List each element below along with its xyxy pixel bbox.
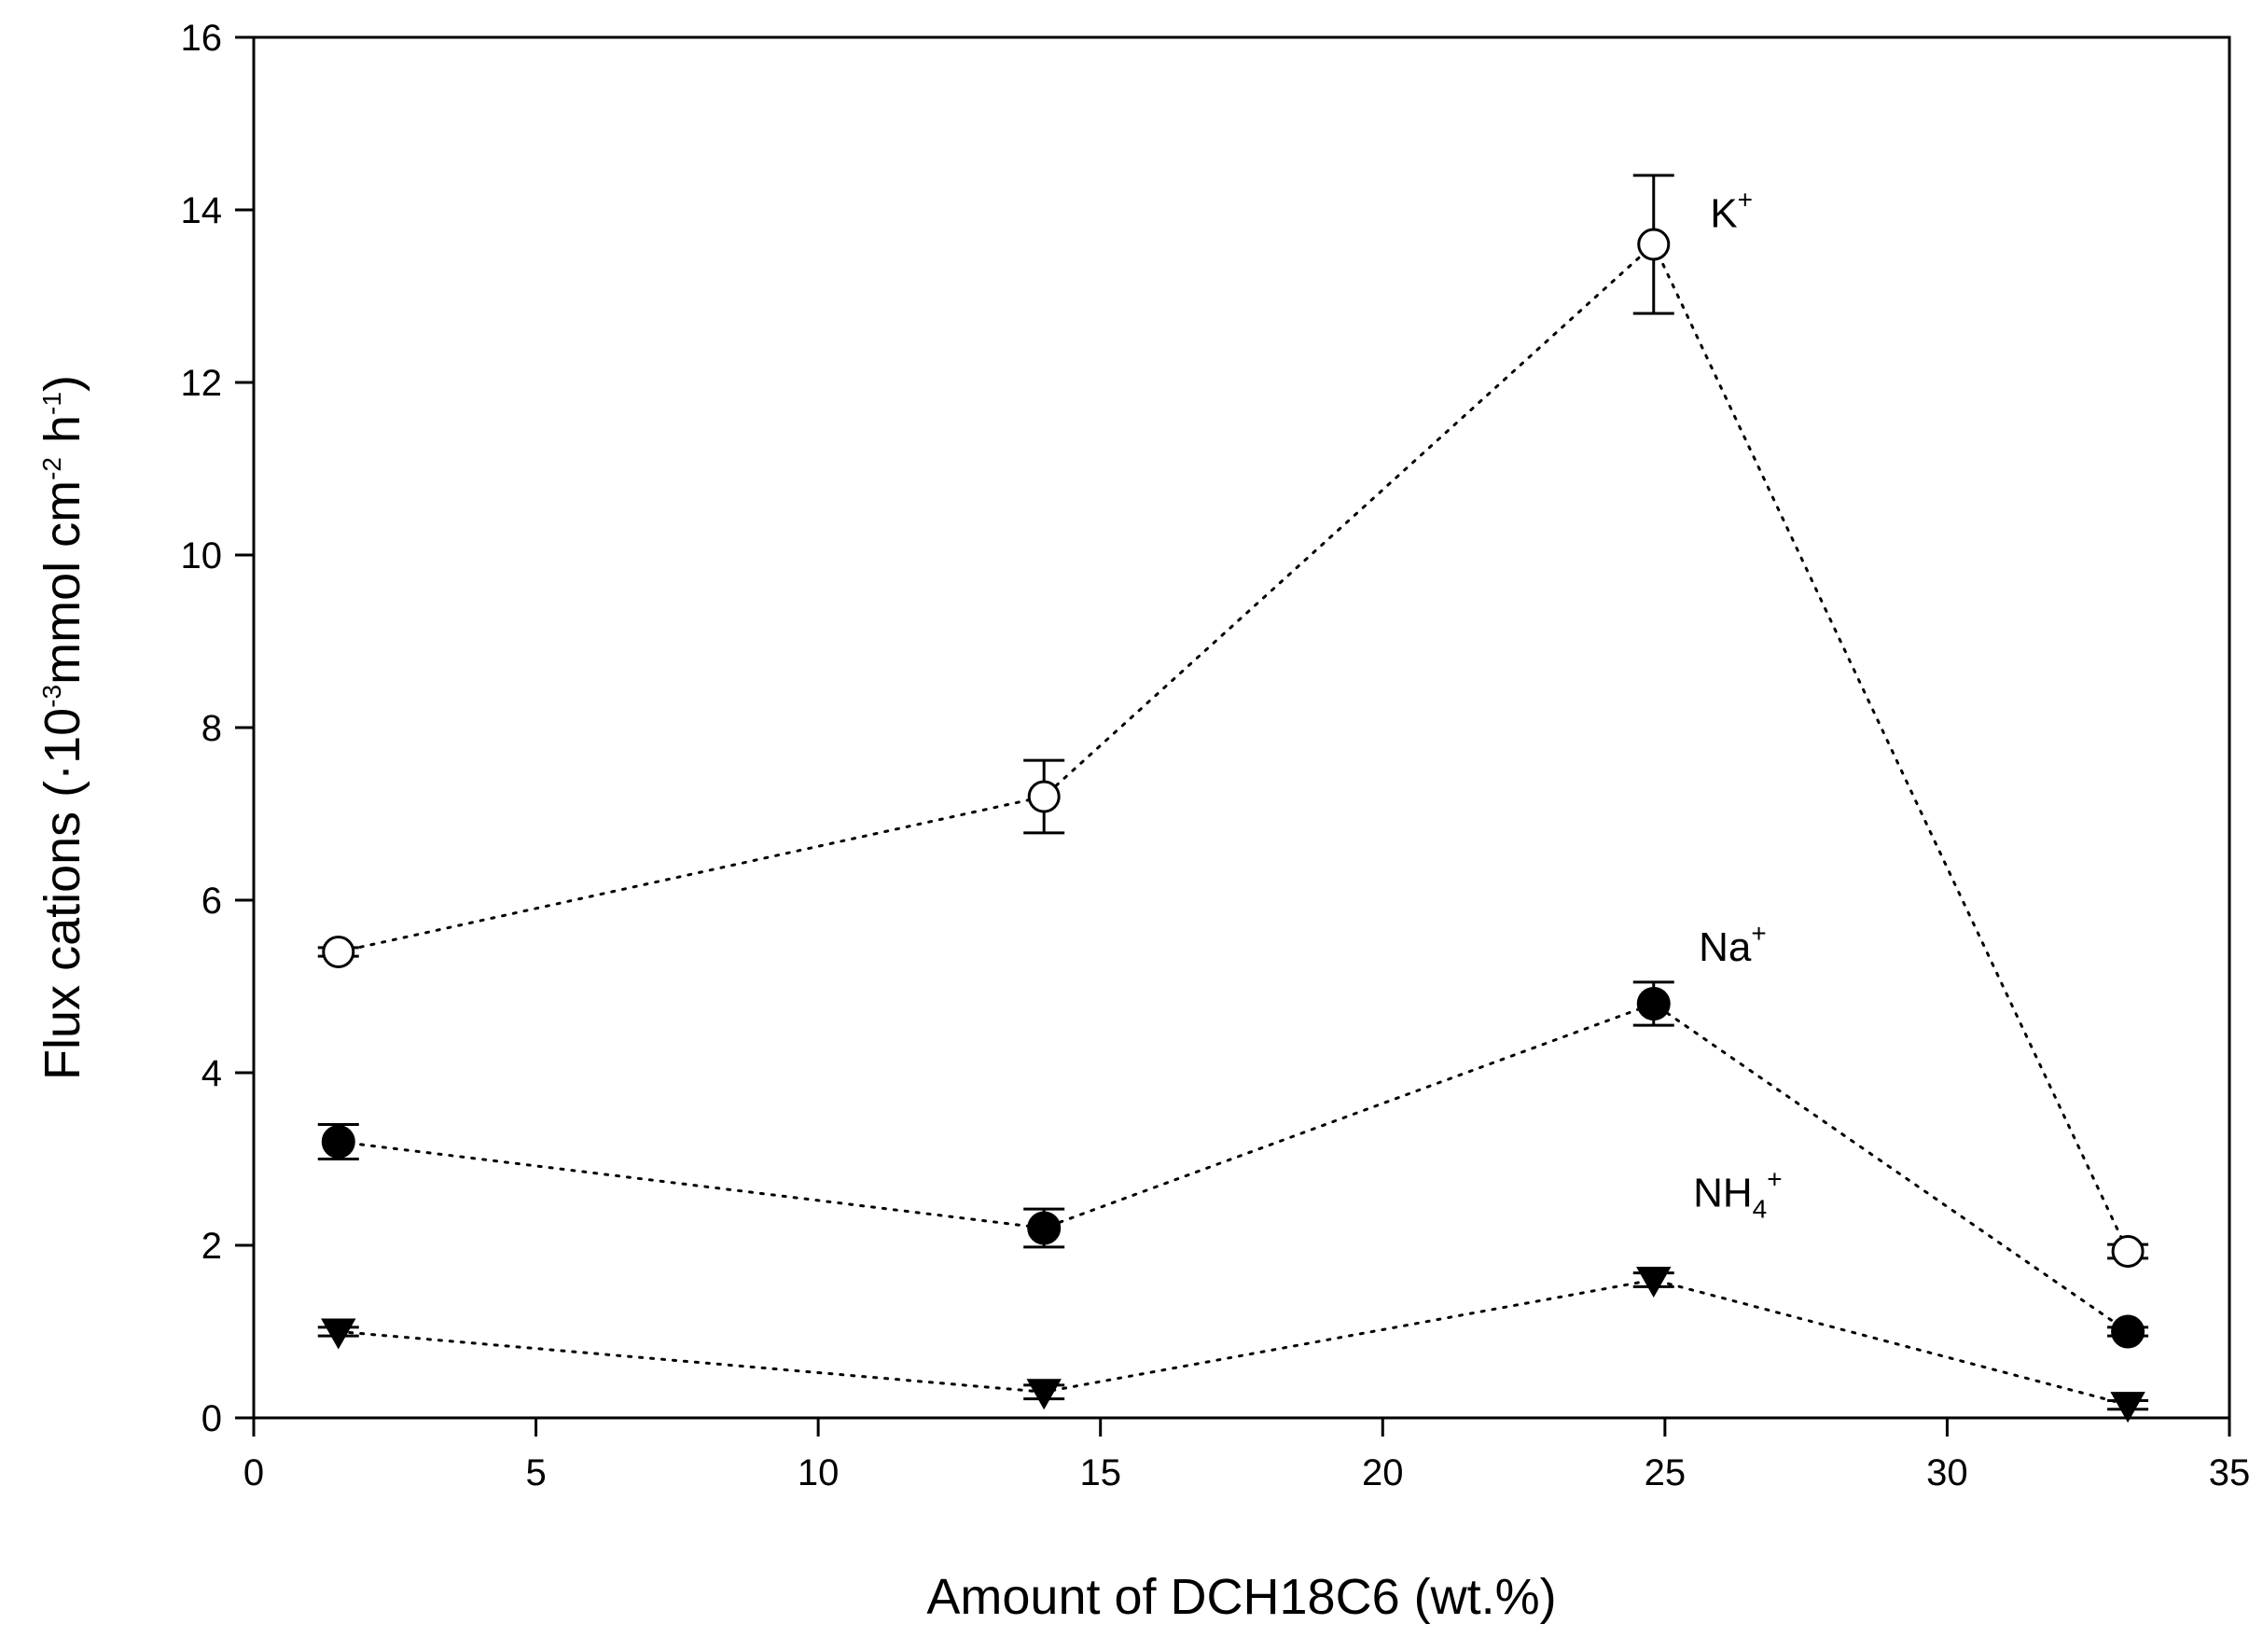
y-tick-label: 0 — [201, 1398, 222, 1439]
data-point — [2110, 1392, 2145, 1423]
x-tick-label: 35 — [2209, 1452, 2251, 1493]
data-point — [322, 936, 355, 968]
data-point — [321, 1125, 355, 1159]
data-point — [1027, 1211, 1062, 1245]
data-point — [1636, 987, 1671, 1020]
x-tick-label: 0 — [243, 1452, 264, 1493]
y-tick-label: 8 — [201, 708, 222, 749]
series-line — [337, 1278, 2130, 1407]
data-point — [1026, 1379, 1062, 1410]
data-point — [2111, 1234, 2145, 1268]
data-point — [321, 1318, 356, 1350]
x-axis-title: Amount of DCH18C6 (wt.%) — [926, 1569, 1556, 1625]
series-k: K+ — [317, 174, 2149, 1268]
y-axis-ticks: 0 2 4 6 8 10 12 14 16 — [181, 18, 254, 1439]
x-tick-label: 30 — [1926, 1452, 1968, 1493]
x-axis-ticks: 0 5 10 15 20 25 30 35 — [243, 1418, 2250, 1493]
x-tick-label: 5 — [525, 1452, 546, 1493]
y-tick-label: 12 — [181, 363, 223, 404]
series-layer: K+ Na+ NH4+ — [317, 174, 2149, 1423]
series-line — [337, 1002, 2130, 1333]
y-tick-label: 16 — [181, 18, 223, 59]
data-point — [2111, 1314, 2145, 1349]
series-nh4: NH4+ — [317, 1164, 2149, 1423]
y-tick-label: 4 — [201, 1053, 222, 1094]
series-line — [337, 242, 2130, 1253]
series-na: Na+ — [317, 919, 2149, 1349]
data-point — [1636, 1267, 1672, 1298]
x-tick-label: 10 — [798, 1452, 840, 1493]
plot-frame — [252, 35, 2231, 1420]
y-tick-label: 2 — [201, 1226, 222, 1267]
data-point — [1637, 228, 1671, 261]
series-label: K+ — [1710, 186, 1753, 237]
y-axis-title: Flux cations (·10-3mmol cm-2 h-1) — [35, 375, 90, 1080]
x-tick-label: 25 — [1645, 1452, 1687, 1493]
series-label: NH4+ — [1693, 1164, 1783, 1223]
series-label: Na+ — [1699, 919, 1767, 970]
y-tick-label: 6 — [201, 881, 222, 922]
data-point — [1027, 780, 1061, 813]
x-tick-label: 20 — [1362, 1452, 1404, 1493]
y-tick-label: 14 — [181, 190, 223, 231]
y-tick-label: 10 — [181, 535, 223, 576]
x-tick-label: 15 — [1079, 1452, 1121, 1493]
